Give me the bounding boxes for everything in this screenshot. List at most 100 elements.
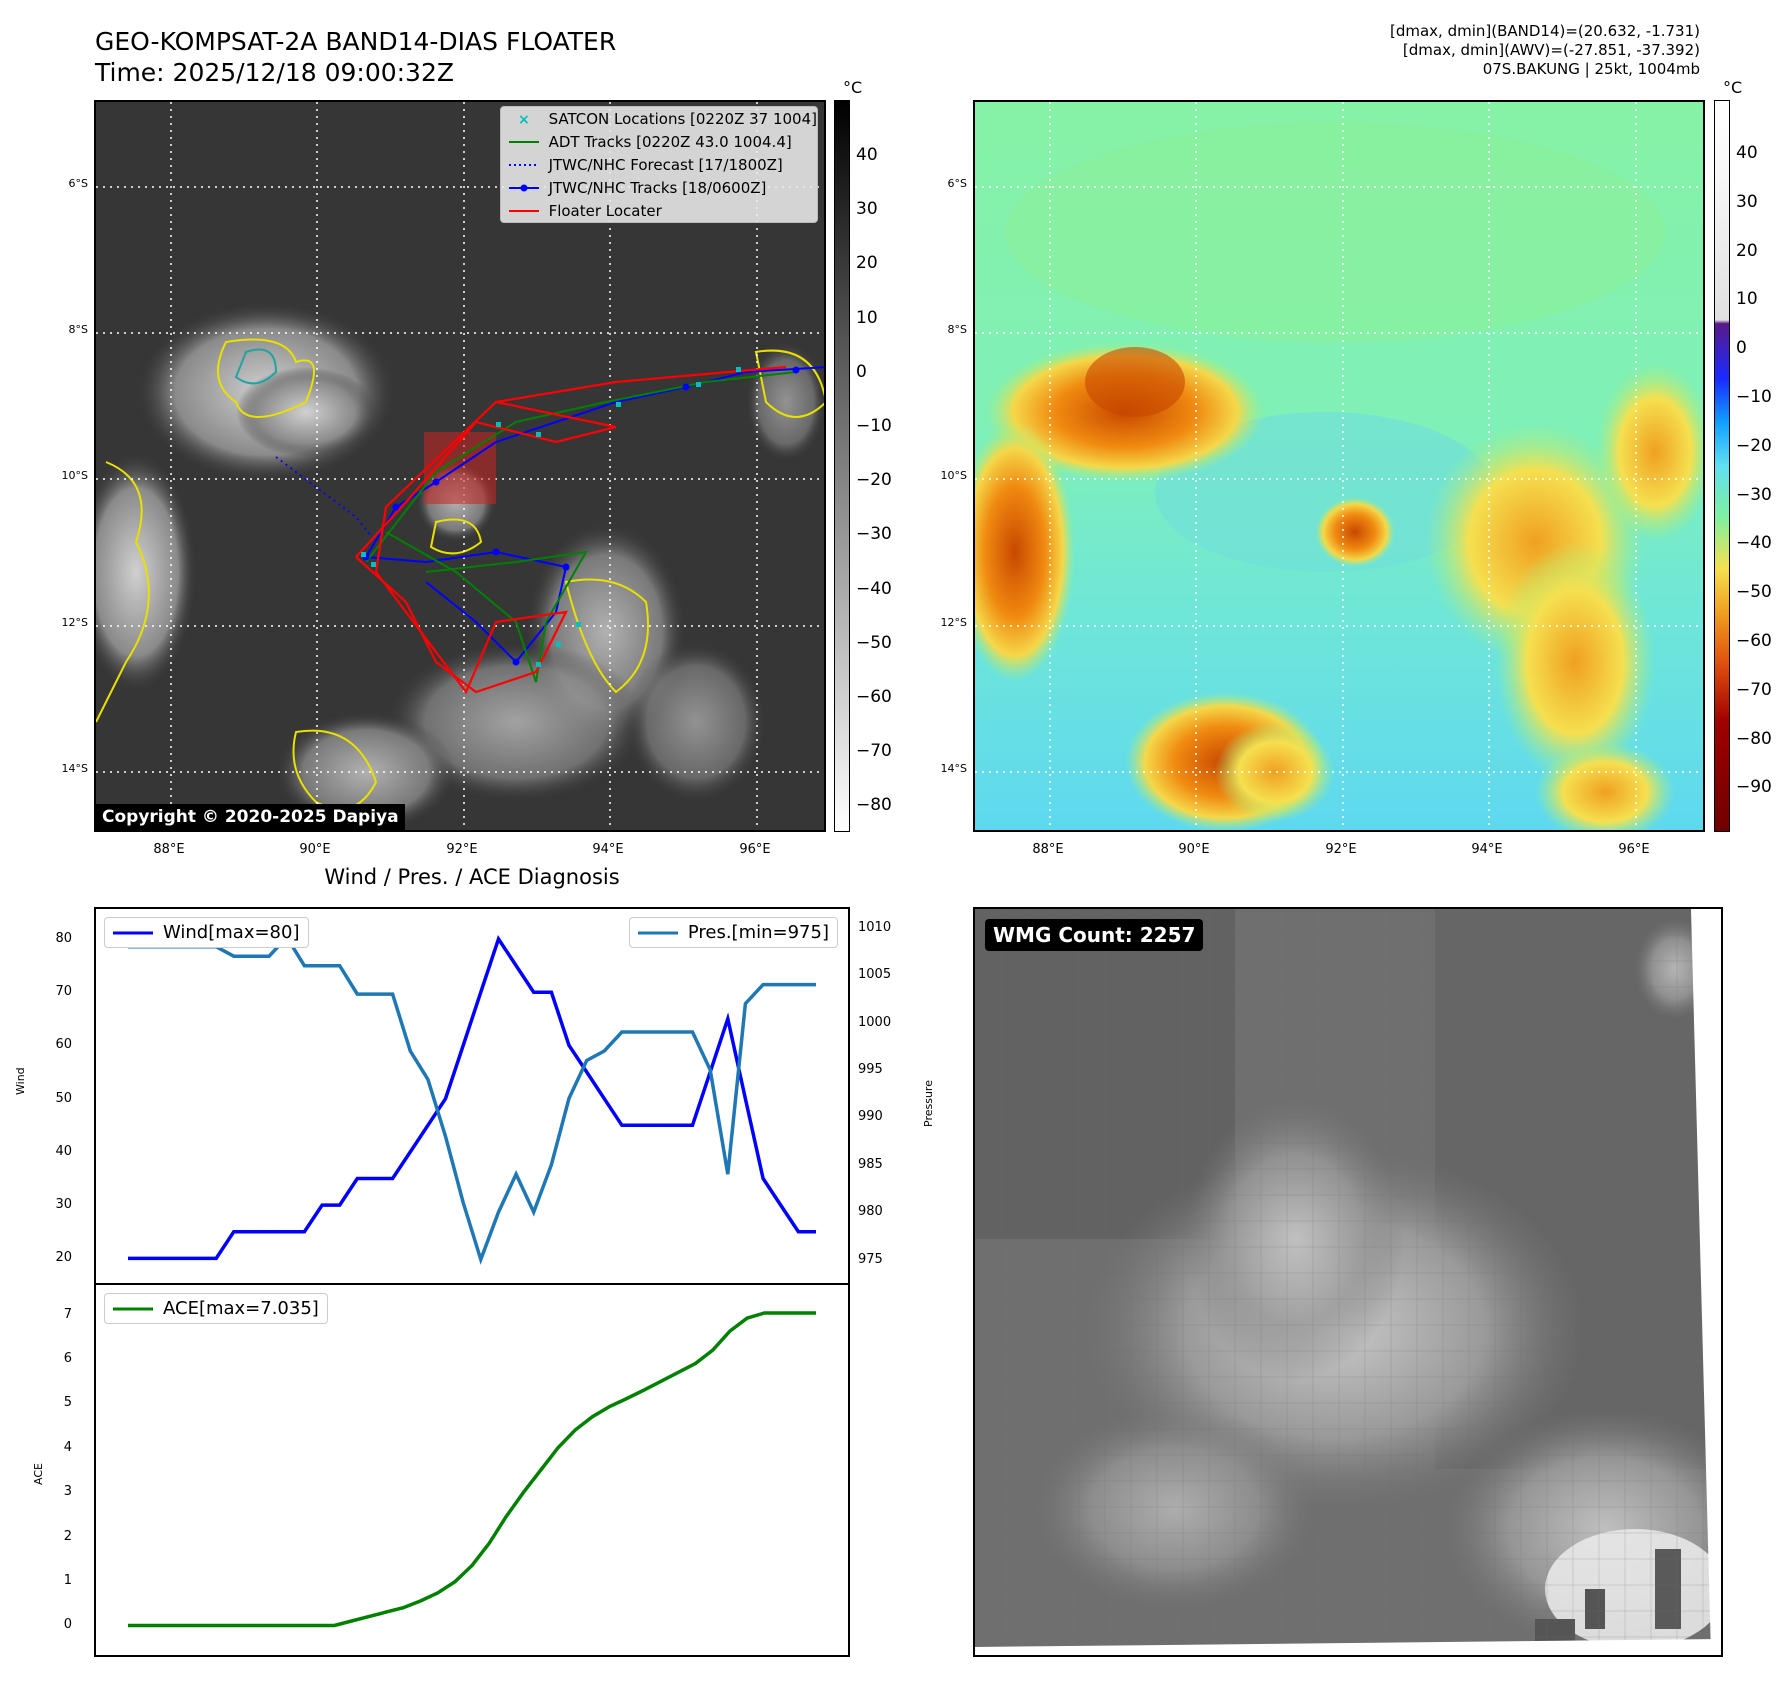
axis-tick-label: 40 <box>55 1143 72 1159</box>
axis-tick-label: 975 <box>858 1251 883 1267</box>
colorbar-tick-label: 30 <box>856 199 878 220</box>
axis-tick-label: 20 <box>55 1250 72 1266</box>
legend-label: SATCON Locations [0220Z 37 1004] <box>548 109 817 128</box>
lat-label: 14°S <box>61 762 88 775</box>
axis-tick-label: 6 <box>63 1350 72 1366</box>
svg-text:×: × <box>518 112 530 128</box>
lat-label: 10°S <box>940 469 967 482</box>
legend-label: Floater Locater <box>548 201 662 220</box>
series-line <box>128 934 816 1265</box>
legend-label: JTWC/NHC Tracks [18/0600Z] <box>548 178 767 197</box>
colorbar-tick-label: 10 <box>856 307 878 328</box>
axis-tick-label: 60 <box>55 1037 72 1053</box>
axis-tick-label: 1010 <box>858 919 892 935</box>
lat-label: 12°S <box>940 616 967 629</box>
legend-item-floater: Floater Locater <box>501 199 817 222</box>
awv-colorbar <box>1714 100 1730 832</box>
colorbar-tick-label: 40 <box>856 145 878 165</box>
colorbar-tick-label: −50 <box>1736 582 1772 603</box>
axis-tick-label: 3 <box>63 1484 72 1500</box>
ir-map-image <box>96 102 824 830</box>
colorbar-tick-label: 30 <box>1736 191 1758 212</box>
ace-chart <box>128 1311 816 1628</box>
ir-colorbar-unit: °C <box>843 78 863 97</box>
legend-label: ADT Tracks [0220Z 43.0 1004.4] <box>548 132 792 151</box>
stat-awv: [dmax, dmin](AWV)=(-27.851, -37.392) <box>1402 41 1700 59</box>
ace-plot: ACE[max=7.035] <box>94 1283 850 1657</box>
axis-tick-label: 70 <box>55 984 72 1000</box>
figure-timestamp: Time: 2025/12/18 09:00:32Z <box>95 58 454 87</box>
ir-legend: × SATCON Locations [0220Z 37 1004] ADT T… <box>499 106 818 223</box>
lat-label: 14°S <box>940 762 967 775</box>
ace-legend-label: ACE[max=7.035] <box>163 1298 319 1319</box>
colorbar-tick-label: 0 <box>856 361 867 382</box>
lon-label: 92°E <box>446 842 478 857</box>
stat-storm: 07S.BAKUNG | 25kt, 1004mb <box>1482 60 1700 78</box>
axis-tick-label: 1 <box>63 1573 72 1589</box>
stats-block: [dmax, dmin](BAND14)=(20.632, -1.731) [d… <box>1100 22 1700 79</box>
wmg-count-badge: WMG Count: 2257 <box>985 919 1204 951</box>
legend-item-jtwc-tracks: JTWC/NHC Tracks [18/0600Z] <box>501 176 817 199</box>
wind-pressure-plot: Wind[max=80] Pres.[min=975] <box>94 907 850 1285</box>
colorbar-tick-label: −80 <box>856 795 892 816</box>
pressure-axis-label: Pressure <box>922 1080 935 1127</box>
wind-axis-label: Wind <box>14 1067 27 1095</box>
stat-band14: [dmax, dmin](BAND14)=(20.632, -1.731) <box>1389 22 1700 40</box>
wmg-image <box>975 909 1721 1655</box>
colorbar-tick-label: −20 <box>856 470 892 491</box>
colorbar-tick-label: −10 <box>1736 387 1772 407</box>
axis-tick-label: 2 <box>63 1528 72 1544</box>
awv-map-panel <box>973 100 1705 832</box>
axis-tick-label: 50 <box>55 1090 72 1106</box>
colorbar-tick-label: −10 <box>856 416 892 436</box>
colorbar-tick-label: −20 <box>1736 435 1772 456</box>
ace-axis-label: ACE <box>32 1463 45 1485</box>
ace-legend: ACE[max=7.035] <box>104 1293 328 1324</box>
axis-tick-label: 995 <box>858 1061 883 1077</box>
colorbar-tick-label: −60 <box>1736 631 1772 651</box>
legend-label: JTWC/NHC Forecast [17/1800Z] <box>548 155 783 174</box>
axis-tick-label: 80 <box>55 930 72 946</box>
colorbar-tick-label: 10 <box>1736 289 1758 310</box>
lon-label: 94°E <box>1471 842 1503 857</box>
lat-label: 12°S <box>61 616 88 629</box>
awv-colorbar-ticks: 40 30 20 10 0 −10 −20 −30 −40 −50 −60 −70 −80 −90 <box>1736 100 1788 832</box>
lon-label: 88°E <box>153 842 185 857</box>
axis-tick-label: 7 <box>63 1306 72 1322</box>
lat-label: 8°S <box>947 323 967 336</box>
lon-label: 90°E <box>1178 842 1210 857</box>
colorbar-tick-label: −70 <box>1736 679 1772 700</box>
legend-item-jtwc-forecast: JTWC/NHC Forecast [17/1800Z] <box>501 153 817 176</box>
colorbar-tick-label: −80 <box>1736 728 1772 749</box>
lon-label: 88°E <box>1032 842 1064 857</box>
wind-pressure-chart <box>128 934 816 1265</box>
wmg-panel: WMG Count: 2257 <box>973 907 1723 1657</box>
colorbar-tick-label: −50 <box>856 632 892 653</box>
ir-colorbar <box>834 100 850 832</box>
wind-legend-label: Wind[max=80] <box>163 922 300 943</box>
pressure-legend: Pres.[min=975] <box>628 917 838 948</box>
colorbar-tick-label: 20 <box>856 253 878 274</box>
ir-map-panel: × SATCON Locations [0220Z 37 1004] ADT T… <box>94 100 826 832</box>
copyright-badge: Copyright © 2020-2025 Dapiya <box>96 804 405 830</box>
colorbar-tick-label: −40 <box>856 578 892 599</box>
wind-legend: Wind[max=80] <box>104 917 309 948</box>
lon-label: 92°E <box>1325 842 1357 857</box>
colorbar-tick-label: 40 <box>1736 143 1758 163</box>
axis-tick-label: 980 <box>858 1204 883 1220</box>
colorbar-tick-label: −70 <box>856 741 892 762</box>
colorbar-tick-label: −40 <box>1736 533 1772 554</box>
ir-colorbar-ticks: 40 30 20 10 0 −10 −20 −30 −40 −50 −60 −70 −80 <box>856 100 916 832</box>
colorbar-tick-label: 0 <box>1736 338 1747 359</box>
colorbar-tick-label: −30 <box>856 524 892 545</box>
series-line <box>128 1311 816 1628</box>
lon-label: 96°E <box>739 842 771 857</box>
lon-label: 94°E <box>592 842 624 857</box>
diagnosis-title: Wind / Pres. / ACE Diagnosis <box>324 865 620 889</box>
series-line <box>128 935 816 1261</box>
colorbar-tick-label: −60 <box>856 687 892 707</box>
axis-tick-label: 5 <box>63 1395 72 1411</box>
lat-label: 6°S <box>68 177 88 190</box>
pressure-legend-label: Pres.[min=975] <box>687 922 829 943</box>
lon-label: 96°E <box>1618 842 1650 857</box>
